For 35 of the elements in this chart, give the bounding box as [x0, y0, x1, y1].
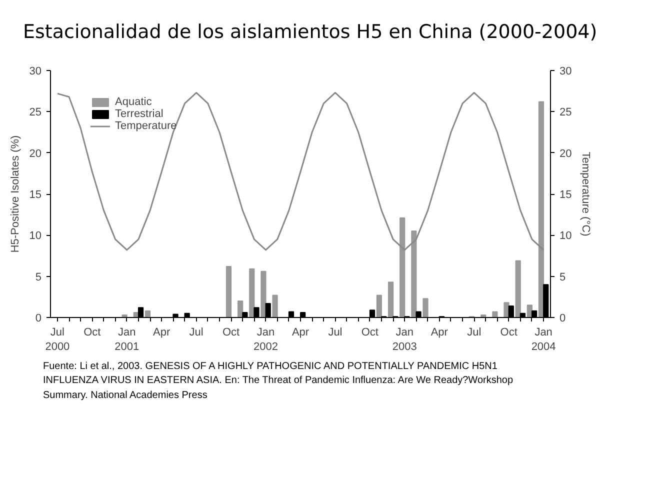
x-tick-label: Apr [153, 326, 171, 338]
x-tick-label: Jan 2002 [254, 326, 278, 353]
y2-tick-label: 5 [560, 271, 566, 284]
y-tick-label: 0 [35, 312, 42, 324]
y-tick-label: 30 [29, 66, 42, 78]
x-tick-label: Jan 2003 [392, 326, 417, 353]
y2-tick-label: 30 [560, 66, 572, 78]
x-tick-label: Jul [189, 326, 204, 338]
x-tick-label: Jul [328, 326, 342, 338]
y2-tick-label: 25 [560, 106, 572, 119]
x-tick-label: Oct [84, 326, 101, 338]
y2-axis-title: Temperature (°C) [580, 152, 592, 236]
y-tick-label: 20 [29, 148, 42, 160]
x-tick-label: Jul [467, 326, 482, 338]
source-note: Fuente: Li et al., 2003. GENESIS OF A HIGHLY PATHOGENIC AND POTENTIALLY PANDEMIC H5N1 INFLUENZA VIRUS IN EASTERN ASIA. En: The Threat of Pandemic Influenza: Are We Ready?Workshop Summary. National Academies Press [43, 360, 514, 403]
chart-title: Estacionalidad de los aislamientos H5 en China (2000-2004) [22, 20, 598, 45]
legend-label: Terrestrial [115, 108, 164, 120]
x-tick-label: Oct [222, 326, 240, 338]
y-axis-title: H5-Positive Isolates (%) [9, 135, 22, 253]
legend-label: Aquatic [115, 96, 152, 108]
x-tick-label: Oct [361, 326, 379, 338]
y2-tick-label: 20 [560, 148, 572, 160]
x-tick-label: Oct [500, 326, 518, 338]
x-tick-label: Jul 2000 [45, 326, 70, 353]
y-tick-label: 15 [29, 189, 42, 201]
x-tick-label: Jan 2004 [531, 326, 556, 353]
y-tick-label: 25 [29, 106, 42, 119]
y2-tick-label: 15 [560, 189, 572, 201]
y2-tick-label: 10 [560, 230, 572, 242]
x-tick-label: Apr [292, 326, 310, 338]
x-tick-label: Jan 2001 [114, 326, 140, 353]
x-tick-label: Apr [430, 326, 448, 338]
y-tick-label: 10 [29, 230, 42, 242]
y2-tick-label: 0 [560, 312, 566, 324]
y-tick-label: 5 [35, 271, 42, 284]
